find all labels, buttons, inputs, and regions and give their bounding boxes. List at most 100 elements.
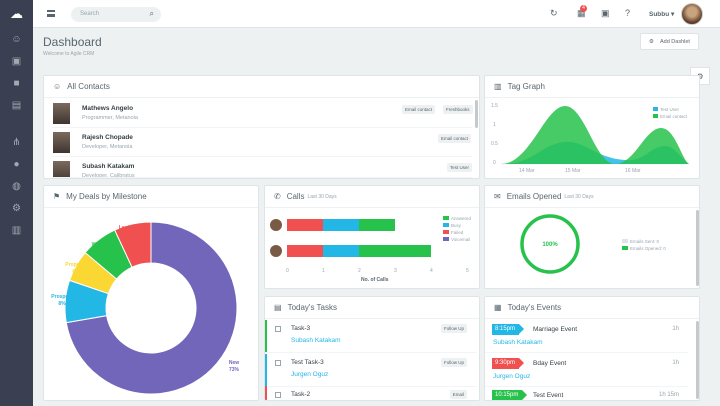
avatar[interactable] bbox=[681, 3, 703, 25]
task-tag[interactable]: Follow Up bbox=[440, 324, 467, 333]
task-tag[interactable]: Follow Up bbox=[440, 358, 467, 367]
event-row[interactable]: 9:30pm Bday Event 1h Jurgen Oguz bbox=[485, 354, 688, 387]
x-tick: 3 bbox=[394, 268, 397, 274]
task-checkbox[interactable] bbox=[275, 360, 281, 366]
menu-toggle-icon[interactable] bbox=[47, 10, 55, 17]
contact-name[interactable]: Rajesh Chopade bbox=[82, 134, 133, 141]
event-contact[interactable]: Subash Katakam bbox=[493, 339, 543, 346]
contacts-panel-header: ☺ All Contacts bbox=[44, 76, 479, 98]
deals-nav-icon[interactable]: ▣ bbox=[11, 55, 22, 67]
legend-swatch bbox=[443, 223, 449, 227]
scrollbar[interactable] bbox=[696, 321, 699, 399]
add-dashlet-button[interactable]: ⚙ Add Dashlet bbox=[640, 33, 699, 50]
deals-panel: ⚑ My Deals by Milestone Lost 7% Won 7% P… bbox=[43, 185, 259, 401]
event-time: 10:15pm bbox=[492, 390, 528, 400]
event-row[interactable]: 8:15pm Marriage Event 1h Subash Katakam bbox=[485, 320, 688, 353]
call-bar-busy[interactable] bbox=[323, 219, 359, 231]
emails-panel-header: ✉ Emails Opened Last 30 Days bbox=[485, 186, 699, 208]
donut-slice-new[interactable] bbox=[65, 221, 238, 395]
tag-graph-panel: ▥ Tag Graph 1.5 1 0.5 0 14 Mar 15 Mar 16… bbox=[484, 75, 700, 179]
folder-nav-icon[interactable]: ■ bbox=[13, 77, 20, 89]
call-bar-failed[interactable] bbox=[287, 219, 323, 231]
task-title[interactable]: Test Task-3 bbox=[291, 359, 324, 366]
scrollbar[interactable] bbox=[475, 100, 478, 128]
user-menu[interactable]: Subbu ▾ bbox=[649, 11, 675, 18]
workflow-nav-icon[interactable]: ⋔ bbox=[12, 136, 21, 148]
legend-label: Answered bbox=[451, 216, 472, 221]
x-tick: 5 bbox=[466, 268, 469, 274]
contact-photo bbox=[53, 103, 70, 124]
event-row[interactable]: 10:15pm Test Event 1h 15m bbox=[485, 386, 688, 400]
event-title[interactable]: Marriage Event bbox=[533, 326, 578, 333]
donut-slice-lost[interactable] bbox=[114, 221, 152, 268]
task-checkbox[interactable] bbox=[275, 326, 281, 332]
scrollbar[interactable] bbox=[696, 210, 699, 286]
reports-nav-icon[interactable]: ▥ bbox=[11, 224, 22, 236]
page-subtitle: Welcome to Agile CRM bbox=[43, 51, 95, 57]
task-contact[interactable]: Jurgen Oguz bbox=[291, 371, 329, 378]
deals-panel-header: ⚑ My Deals by Milestone bbox=[44, 186, 258, 208]
emails-subtitle: Last 30 Days bbox=[564, 193, 594, 200]
task-tag[interactable]: Email bbox=[449, 390, 467, 399]
documents-nav-icon[interactable]: ▤ bbox=[11, 99, 22, 111]
cloud-logo-icon[interactable]: ☁ bbox=[0, 0, 33, 28]
slice-label-lost: Lost bbox=[119, 225, 130, 231]
search-input[interactable]: Search ⌕ bbox=[71, 7, 161, 22]
call-bar-answered[interactable] bbox=[359, 219, 395, 231]
web-nav-icon[interactable]: ◍ bbox=[12, 180, 21, 192]
calls-chart: 0 1 2 3 4 5 No. of Calls Answered Busy F… bbox=[270, 216, 472, 283]
notifications-icon[interactable]: ▦ bbox=[577, 8, 586, 18]
contact-photo bbox=[53, 161, 70, 177]
events-panel-header: ▦ Today's Events bbox=[485, 297, 699, 319]
search-icon[interactable]: ⌕ bbox=[149, 9, 154, 18]
contact-tag[interactable]: Email contact bbox=[402, 105, 436, 114]
calendar-icon[interactable]: ▣ bbox=[601, 8, 610, 18]
task-row[interactable]: Task-3 Subash Katakam Follow Up bbox=[265, 320, 477, 353]
settings-nav-icon[interactable]: ⚙ bbox=[12, 202, 21, 214]
contact-avatar bbox=[270, 245, 282, 257]
contact-tag[interactable]: Email contact bbox=[438, 134, 472, 143]
call-bar-answered[interactable] bbox=[359, 245, 431, 257]
legend-label: Test User bbox=[660, 107, 680, 112]
tasks-icon: ▤ bbox=[274, 303, 282, 312]
legend-swatch bbox=[622, 246, 628, 250]
contact-tag[interactable]: Test User bbox=[447, 163, 472, 172]
contact-row[interactable]: Subash Katakam Developer, Calibratus Tes… bbox=[52, 158, 472, 178]
contact-row[interactable]: Mathews Angelo Programmer, Metanoia Emai… bbox=[52, 100, 473, 128]
slice-percent-new: 73% bbox=[229, 367, 240, 373]
x-tick: 4 bbox=[430, 268, 433, 274]
tasks-panel: ▤ Today's Tasks Task-3 Subash Katakam Fo… bbox=[264, 296, 480, 401]
tag-graph-chart: 1.5 1 0.5 0 14 Mar 15 Mar 16 Mar Test Us… bbox=[491, 103, 689, 174]
contacts-nav-icon[interactable]: ☺ bbox=[11, 33, 22, 45]
emails-chart: 100% Emails Sent: 0 Emails Opened: 0 bbox=[520, 214, 666, 274]
contact-tag[interactable]: Freshbooks bbox=[443, 105, 473, 114]
event-contact[interactable]: Jurgen Oguz bbox=[493, 373, 531, 380]
emails-ring bbox=[520, 214, 580, 274]
task-title[interactable]: Task-2 bbox=[291, 391, 311, 398]
x-tick: 0 bbox=[286, 268, 289, 274]
x-tick: 1 bbox=[322, 268, 325, 274]
slice-percent-proposal: 6% bbox=[72, 269, 80, 275]
call-bar-busy[interactable] bbox=[323, 245, 359, 257]
y-tick: 0.5 bbox=[491, 141, 498, 147]
tag-graph-title: Tag Graph bbox=[507, 82, 545, 91]
task-title[interactable]: Task-3 bbox=[291, 325, 311, 332]
contact-name[interactable]: Mathews Angelo bbox=[82, 105, 134, 112]
event-title[interactable]: Bday Event bbox=[533, 360, 567, 367]
series-email-contact bbox=[501, 106, 689, 164]
task-checkbox[interactable] bbox=[275, 392, 281, 398]
help-icon[interactable]: ? bbox=[625, 8, 631, 18]
task-contact[interactable]: Subash Katakam bbox=[291, 337, 341, 344]
legend-label: Voicemail bbox=[451, 237, 470, 242]
slice-label-new: New bbox=[229, 360, 239, 366]
bar-chart-icon: ▥ bbox=[494, 82, 502, 91]
contact-name[interactable]: Subash Katakam bbox=[82, 163, 135, 170]
legend-swatch bbox=[653, 114, 658, 118]
call-bar-failed[interactable] bbox=[287, 245, 323, 257]
chat-nav-icon[interactable]: ● bbox=[13, 158, 20, 170]
refresh-icon[interactable]: ↻ bbox=[550, 8, 558, 18]
event-title[interactable]: Test Event bbox=[533, 392, 564, 399]
task-row[interactable]: Task-2 Email bbox=[265, 386, 477, 400]
task-row[interactable]: Test Task-3 Jurgen Oguz Follow Up bbox=[265, 354, 477, 387]
contact-row[interactable]: Rajesh Chopade Developer, Metanoia Email… bbox=[52, 129, 472, 157]
